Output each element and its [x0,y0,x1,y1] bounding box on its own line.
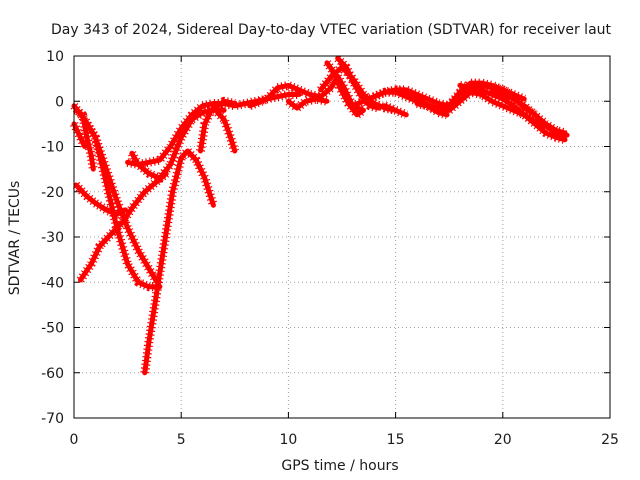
series-markers [383,101,409,119]
series-track-6 [83,121,161,292]
series-line [125,92,302,168]
series-track-10 [214,109,240,154]
series-markers [248,71,366,115]
series-markers [196,96,236,152]
y-tick-label: -50 [41,321,64,337]
y-tick-label: 0 [55,94,64,110]
y-tick-label: 10 [46,49,64,65]
y-tick-label: -10 [41,140,64,156]
series-track-7 [140,146,218,376]
y-tick-label: -20 [41,185,64,201]
series-line [73,182,128,217]
tick-labels: 0 5 10 15 20 25 10 0 -10 -20 -30 -40 -50 -60 -70 [41,49,619,448]
series-track-8 [125,90,302,170]
series-line [414,80,568,136]
y-tick-label: -70 [41,411,64,427]
series-markers [458,81,569,140]
series-track-24 [489,85,538,119]
series-track-15 [334,55,381,113]
series-markers [490,85,538,119]
series-track-20 [382,101,409,119]
series-line [142,148,216,376]
series-track-4 [73,106,98,172]
series-track-3 [72,181,128,219]
x-axis-label: GPS time / hours [281,458,398,474]
series-line [77,171,169,283]
series-markers [214,109,240,153]
plot-frame [73,55,611,419]
y-tick-label: -30 [41,230,64,246]
x-tick-label: 25 [601,432,619,448]
series-line [335,55,381,111]
chart-title: Day 343 of 2024, Sidereal Day-to-day VTE… [51,22,612,38]
series-markers [69,121,89,149]
series-markers [127,105,225,183]
x-tick-label: 15 [387,432,405,448]
x-tick-label: 20 [494,432,512,448]
y-axis-label: SDTVAR / TECUs [7,181,23,296]
y-tick-label: -60 [41,366,64,382]
series-track-21 [414,78,568,138]
series-markers [73,106,98,170]
series-line [285,96,330,111]
data-series [69,55,570,376]
series-track-13 [285,94,330,113]
y-tick-label: -40 [41,275,64,291]
x-tick-label: 5 [177,432,186,448]
series-track-5 [69,121,89,149]
series-track-16 [323,60,366,120]
series-markers [83,121,158,292]
series-track-22 [446,87,568,145]
x-tick-label: 0 [70,432,79,448]
series-track-12 [247,71,366,115]
series-track-2 [76,170,170,283]
grid [74,56,610,418]
series-track-23 [457,81,570,140]
series-markers [323,60,366,120]
series-markers [394,85,449,120]
series-markers [446,87,567,145]
series-track-11 [196,96,238,154]
x-tick-label: 10 [279,432,297,448]
